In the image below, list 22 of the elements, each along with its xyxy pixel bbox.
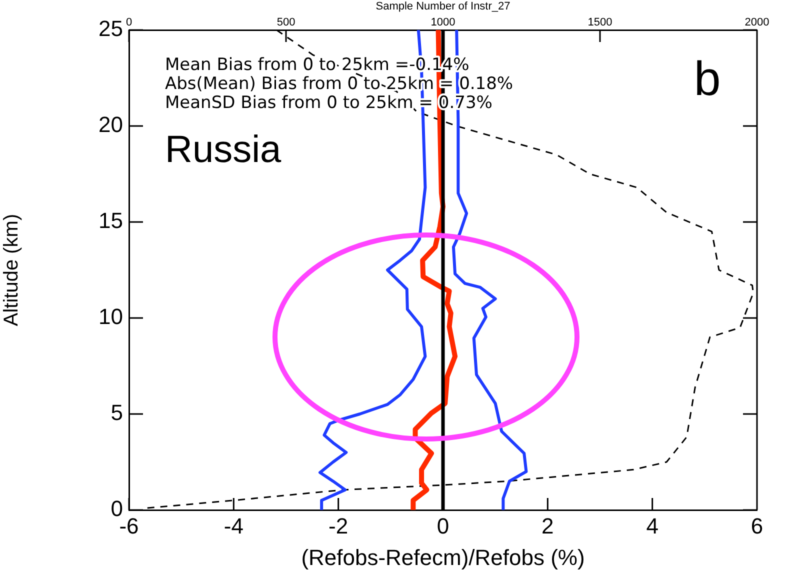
x-tick-label: -4 — [224, 513, 244, 538]
x-tick-label: -2 — [328, 513, 348, 538]
annotation: Russia — [165, 129, 282, 171]
x2-tick-label: 0 — [126, 16, 132, 28]
y-axis-title: Altitude (km) — [0, 214, 23, 326]
x-tick-label: 0 — [436, 513, 450, 538]
y-tick-label: 25 — [98, 16, 123, 42]
y-tick-label: 10 — [98, 304, 123, 330]
x-tick-label: 4 — [646, 513, 658, 538]
annotation: b — [694, 53, 721, 106]
x2-tick-label: 2000 — [744, 16, 770, 28]
x2-tick-label: 1500 — [588, 16, 612, 28]
x2-axis-title: Sample Number of Instr_27 — [376, 0, 510, 13]
x-tick-label: 2 — [542, 513, 554, 538]
y-tick-label: 0 — [110, 496, 123, 522]
y-tick-label: 5 — [110, 400, 123, 426]
y-tick-label: 20 — [98, 112, 123, 138]
x-axis-title: (Refobs-Refecm)/Refobs (%) — [301, 544, 585, 570]
y-tick-label: 15 — [98, 208, 123, 234]
x2-tick-label: 1000 — [430, 16, 456, 28]
x2-tick-label: 500 — [276, 16, 296, 28]
x-tick-label: 6 — [750, 513, 764, 538]
